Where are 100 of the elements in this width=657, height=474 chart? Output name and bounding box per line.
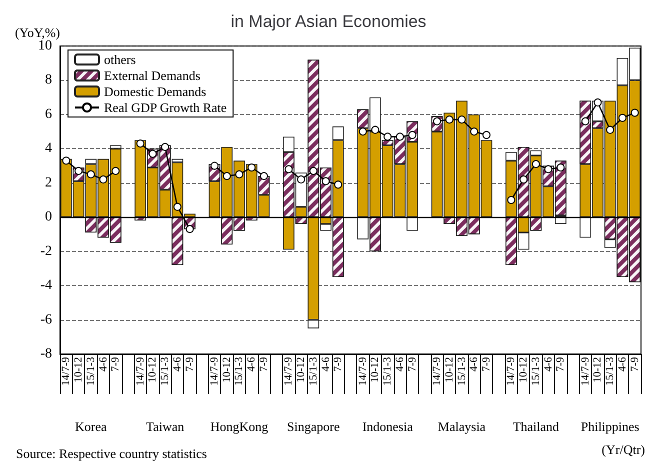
point bbox=[606, 126, 614, 134]
text: HongKong bbox=[210, 419, 269, 434]
point bbox=[186, 225, 194, 234]
x-tick-label: 14/7-9 bbox=[505, 356, 518, 386]
point bbox=[556, 163, 565, 172]
point bbox=[371, 126, 380, 134]
point bbox=[173, 202, 182, 211]
y-tick-label: -6 bbox=[40, 312, 52, 328]
point bbox=[470, 128, 478, 136]
x-tick-label: 4-6 bbox=[394, 356, 406, 372]
text: Taiwan bbox=[146, 419, 185, 434]
point bbox=[630, 108, 639, 117]
y-tick-label: 8 bbox=[45, 72, 52, 88]
x-tick-label: 15/1-3 bbox=[233, 356, 246, 386]
x-tick-label: 14/7-9 bbox=[356, 356, 369, 386]
point bbox=[482, 130, 490, 139]
point bbox=[136, 140, 144, 148]
y-tick-label: 10 bbox=[38, 38, 52, 54]
y-tick-label: -2 bbox=[40, 244, 52, 259]
point bbox=[112, 166, 120, 175]
x-tick-label: 7-9 bbox=[332, 356, 344, 372]
x-tick-label: 15/1-3 bbox=[530, 356, 542, 386]
x-tick-label: 7-9 bbox=[184, 356, 196, 372]
y-tick-label: 6 bbox=[45, 106, 52, 122]
point bbox=[334, 180, 342, 189]
point bbox=[297, 175, 306, 184]
x-tick-label: 15/1-3 bbox=[84, 356, 97, 386]
point bbox=[544, 165, 552, 174]
x-tick-label: 14/7-9 bbox=[579, 356, 592, 386]
x-axis-title: (Yr/Qtr) bbox=[602, 442, 646, 457]
point bbox=[62, 156, 70, 165]
x-tick-label: 15/1-3 bbox=[382, 356, 394, 386]
x-tick-label: 14/7-9 bbox=[282, 356, 295, 386]
x-tick-label: 7-9 bbox=[110, 356, 122, 372]
point bbox=[99, 175, 108, 184]
x-tick-label: 4-6 bbox=[246, 356, 258, 372]
legend-label: External Demands bbox=[104, 68, 200, 83]
point bbox=[458, 116, 466, 124]
point bbox=[618, 114, 626, 122]
x-tick-label: 7-9 bbox=[480, 356, 492, 372]
x-tick-label: 7-9 bbox=[258, 356, 270, 372]
point bbox=[520, 175, 528, 184]
point bbox=[396, 132, 404, 141]
x-tick-label: 10-12 bbox=[369, 357, 382, 383]
point bbox=[248, 163, 256, 172]
legend-label: Real GDP Growth Rate bbox=[104, 100, 227, 115]
x-tick-label: 4-6 bbox=[97, 356, 110, 372]
x-tick-label: 4-6 bbox=[171, 356, 184, 372]
x-tick-label: 15/1-3 bbox=[604, 356, 616, 386]
point bbox=[222, 172, 231, 180]
x-tick-label: 10-12 bbox=[295, 357, 308, 383]
x-tick-label: 14/7-9 bbox=[431, 356, 444, 386]
x-tick-label: 15/1-3 bbox=[456, 356, 468, 386]
x-tick-label: 7-9 bbox=[406, 356, 418, 372]
y-axis-title: (YoY,%) bbox=[14, 25, 60, 40]
x-tick-label: 15/1-3 bbox=[159, 356, 172, 386]
point bbox=[260, 172, 268, 180]
point bbox=[594, 98, 602, 106]
x-tick-label: 10-12 bbox=[220, 357, 233, 383]
text: Thailand bbox=[512, 419, 560, 434]
x-tick-label: 4-6 bbox=[616, 356, 628, 372]
chart-title: in Major Asian Economies bbox=[230, 12, 426, 31]
point bbox=[284, 165, 293, 174]
text: Indonesia bbox=[362, 419, 414, 434]
x-tick-label: 10-12 bbox=[146, 357, 159, 383]
x-tick-label: 15/1-3 bbox=[307, 356, 320, 386]
point bbox=[532, 160, 540, 168]
text: Malaysia bbox=[438, 419, 486, 434]
y-tick-label: -4 bbox=[40, 278, 52, 294]
x-tick-label: 10-12 bbox=[518, 357, 530, 383]
x-tick-label: 4-6 bbox=[320, 356, 332, 372]
point bbox=[309, 166, 318, 175]
x-tick-label: 10-12 bbox=[592, 357, 604, 383]
x-tick-label: 4-6 bbox=[542, 356, 554, 372]
point bbox=[86, 170, 95, 178]
x-tick-label: 4-6 bbox=[468, 356, 480, 372]
legend-label: Domestic Demands bbox=[104, 84, 206, 99]
point bbox=[235, 170, 244, 178]
text: Korea bbox=[75, 419, 108, 434]
x-tick-label: 10-12 bbox=[443, 357, 456, 383]
point bbox=[322, 177, 330, 186]
text: Philippines bbox=[580, 419, 640, 434]
point bbox=[161, 142, 170, 151]
point bbox=[358, 128, 367, 136]
y-tick-label: 2 bbox=[45, 175, 52, 190]
point bbox=[445, 116, 454, 124]
x-tick-label: 14/7-9 bbox=[208, 356, 221, 386]
point bbox=[210, 162, 219, 170]
y-tick-label: -8 bbox=[40, 346, 52, 362]
x-tick-label: 7-9 bbox=[554, 356, 567, 372]
y-tick-label: 0 bbox=[45, 210, 52, 225]
legend-label: others bbox=[104, 52, 136, 67]
x-tick-label: 14/7-9 bbox=[134, 356, 146, 386]
x-tick-label: 14/7-9 bbox=[60, 356, 72, 386]
point bbox=[384, 132, 392, 141]
y-tick-label: 4 bbox=[45, 141, 52, 156]
x-tick-label: 10-12 bbox=[72, 357, 85, 383]
point bbox=[581, 117, 590, 126]
x-tick-label: 7-9 bbox=[628, 356, 641, 372]
text: Singapore bbox=[287, 419, 340, 434]
